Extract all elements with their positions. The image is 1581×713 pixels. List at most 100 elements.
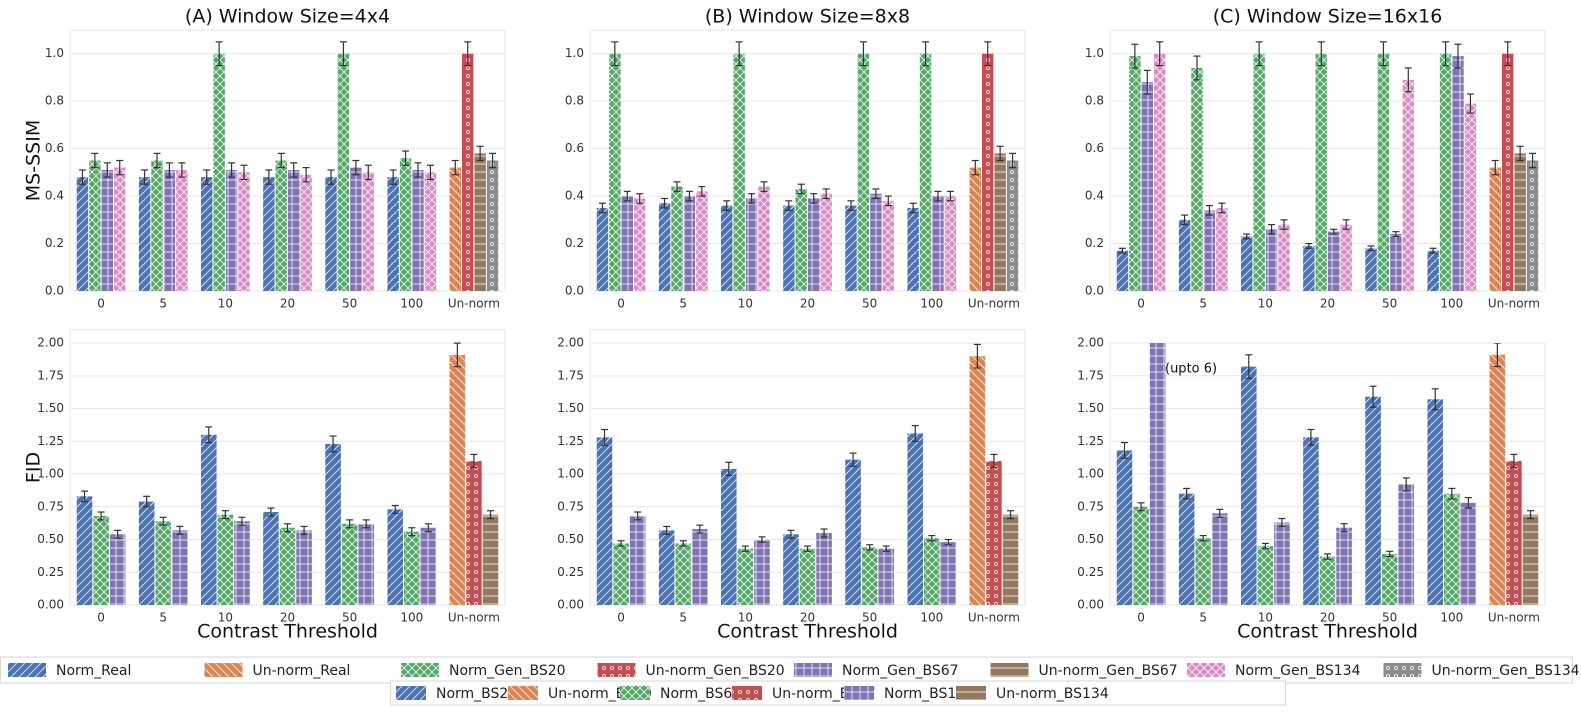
bar	[1133, 506, 1149, 605]
bar	[1398, 484, 1414, 605]
error-bar	[1268, 223, 1276, 235]
bar	[350, 167, 362, 291]
y-tick-label: 0.75	[1077, 499, 1104, 513]
error-bar	[91, 152, 99, 169]
bar	[1274, 522, 1290, 605]
bar	[89, 160, 101, 291]
bar	[878, 548, 894, 605]
error-bar	[1454, 43, 1462, 69]
error-bar	[1493, 343, 1501, 368]
y-tick-label: 1.50	[557, 401, 584, 415]
bar	[151, 160, 163, 291]
bar	[172, 530, 188, 605]
legend-swatch	[401, 663, 439, 677]
error-bar	[1342, 219, 1350, 230]
error-bar	[1243, 233, 1251, 240]
error-bar	[849, 452, 857, 467]
error-bar	[402, 150, 410, 166]
bar	[1464, 103, 1477, 291]
bar	[138, 501, 155, 605]
bar	[1402, 79, 1414, 291]
error-bar	[911, 424, 919, 442]
legend-swatch	[990, 663, 1029, 677]
bar	[609, 53, 621, 291]
bar	[225, 169, 238, 291]
bars	[596, 343, 1019, 605]
error-bar	[1218, 202, 1226, 214]
error-bar	[1324, 553, 1331, 560]
bar	[1489, 354, 1506, 605]
bar	[1427, 399, 1443, 605]
error-bar	[1516, 145, 1524, 162]
y-tick-label: 0.25	[1077, 565, 1104, 579]
legend-label: Un-norm_BS134	[996, 686, 1109, 702]
error-bar	[611, 41, 619, 67]
plot-area	[69, 29, 506, 292]
x-tick-label: 100	[1440, 297, 1463, 311]
error-bar	[426, 164, 434, 181]
bar	[201, 177, 213, 291]
bar	[449, 354, 466, 605]
error-bar	[634, 511, 642, 521]
y-tick-label: 0.6	[565, 141, 584, 155]
error-bar	[928, 534, 936, 542]
bar	[1203, 210, 1216, 291]
bar	[982, 53, 994, 291]
bar	[721, 468, 737, 605]
bar	[733, 53, 745, 291]
x-tick-label: 100	[400, 297, 423, 311]
legend-swatch	[1187, 663, 1225, 677]
error-bar	[487, 510, 494, 520]
bar	[596, 207, 609, 291]
legend-swatch	[794, 663, 832, 677]
x-tick-label: 20	[280, 297, 295, 311]
bar	[940, 542, 957, 605]
error-bar	[277, 152, 285, 169]
bar	[1489, 167, 1501, 291]
x-tick-label: 100	[400, 611, 423, 625]
y-tick-label: 1.0	[565, 46, 584, 60]
bar	[1154, 53, 1166, 291]
x-axis-label: Contrast Threshold	[1237, 621, 1418, 643]
error-bar	[973, 343, 981, 369]
bar	[358, 523, 374, 605]
error-bar	[159, 516, 167, 526]
bar	[1444, 493, 1460, 605]
error-bar	[785, 200, 793, 211]
x-tick-label: Un-norm	[448, 611, 500, 625]
bar	[932, 196, 944, 291]
error-bar	[1379, 41, 1387, 67]
y-axis-label: FID	[23, 452, 45, 483]
error-bar	[822, 188, 830, 200]
y-tick-label: 0.4	[565, 189, 584, 203]
error-bar	[623, 190, 631, 202]
error-bar	[165, 162, 173, 178]
y-tick-label: 0.0	[45, 284, 64, 298]
legend-swatch	[597, 663, 636, 677]
x-tick-label: 0	[1137, 611, 1145, 625]
error-bar	[470, 453, 478, 469]
bar	[275, 160, 287, 291]
error-bar	[1193, 55, 1201, 81]
error-bar	[663, 525, 671, 535]
legend-label: Norm_Gen_BS67	[842, 663, 959, 679]
error-bar	[636, 193, 644, 204]
error-bar	[228, 162, 236, 178]
error-bar	[1392, 231, 1400, 238]
error-bar	[685, 190, 693, 202]
error-bar	[872, 188, 880, 200]
error-bar	[859, 41, 867, 67]
error-bar	[1199, 534, 1207, 542]
bar	[808, 198, 820, 291]
y-axis-label: MS-SSIM	[23, 120, 45, 201]
bar	[1002, 514, 1019, 605]
error-bar	[735, 41, 743, 67]
error-bar	[1009, 152, 1017, 169]
bar	[1303, 245, 1315, 291]
error-bar	[114, 529, 122, 539]
bar	[857, 53, 870, 291]
y-tick-label: 0.2	[1085, 236, 1104, 250]
error-bar	[1118, 247, 1126, 254]
error-bar	[414, 162, 422, 178]
error-bar	[758, 536, 766, 543]
